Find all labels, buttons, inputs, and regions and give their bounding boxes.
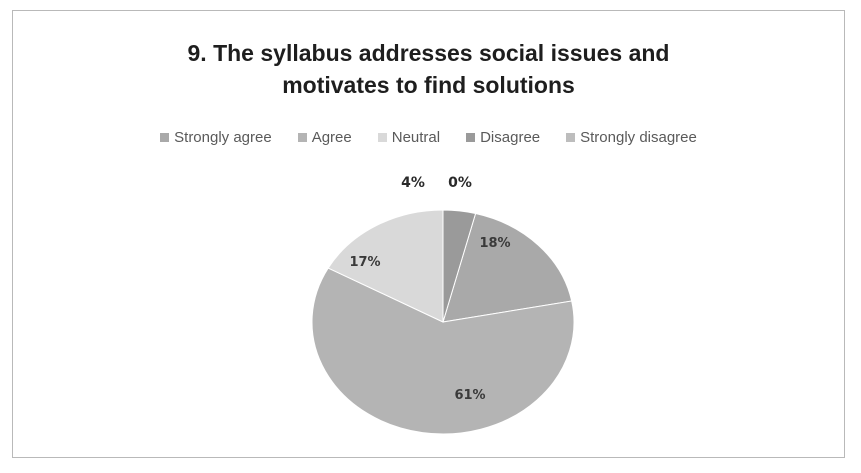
pie-slice-agree [311, 267, 575, 435]
pie-chart: 18% 61% 17% 4% 0% [311, 175, 575, 435]
chart-frame: 9. The syllabus addresses social issues … [12, 10, 845, 458]
chart-title-line-1: 9. The syllabus addresses social issues … [187, 40, 670, 66]
pie-slice-strongly-agree [442, 212, 573, 323]
legend-item-agree: Agree [297, 129, 352, 146]
data-label-neutral: 17% [349, 255, 380, 270]
legend-item-neutral: Neutral [377, 129, 441, 146]
legend-label: Neutral [391, 129, 441, 146]
legend-label: Strongly disagree [580, 129, 697, 146]
data-label-disagree: 4% [401, 175, 425, 191]
legend-swatch [566, 133, 576, 142]
legend-swatch [297, 133, 307, 142]
legend-item-strongly-disagree: Strongly disagree [566, 129, 697, 146]
pie-slices [311, 209, 575, 435]
pie-slice-neutral [327, 209, 444, 323]
pie-labels: 18% 61% 17% 4% 0% [349, 175, 510, 403]
data-label-agree: 61% [454, 388, 485, 403]
legend-label: Strongly agree [174, 129, 272, 146]
legend-label: Agree [311, 129, 352, 146]
data-label-strongly-agree: 18% [479, 236, 510, 251]
data-label-strongly-disagree: 0% [448, 175, 472, 191]
legend-item-strongly-agree: Strongly agree [160, 129, 272, 146]
chart-title-line-2: motivates to find solutions [282, 72, 575, 98]
legend-swatch [377, 133, 387, 142]
pie-slice-disagree [442, 209, 477, 323]
legend-label: Disagree [480, 129, 541, 146]
legend-swatch [160, 133, 170, 142]
chart-legend: Strongly agree Agree Neutral Disagree St… [13, 129, 844, 146]
legend-swatch [466, 133, 476, 142]
chart-title: 9. The syllabus addresses social issues … [13, 37, 844, 101]
legend-item-disagree: Disagree [466, 129, 540, 146]
